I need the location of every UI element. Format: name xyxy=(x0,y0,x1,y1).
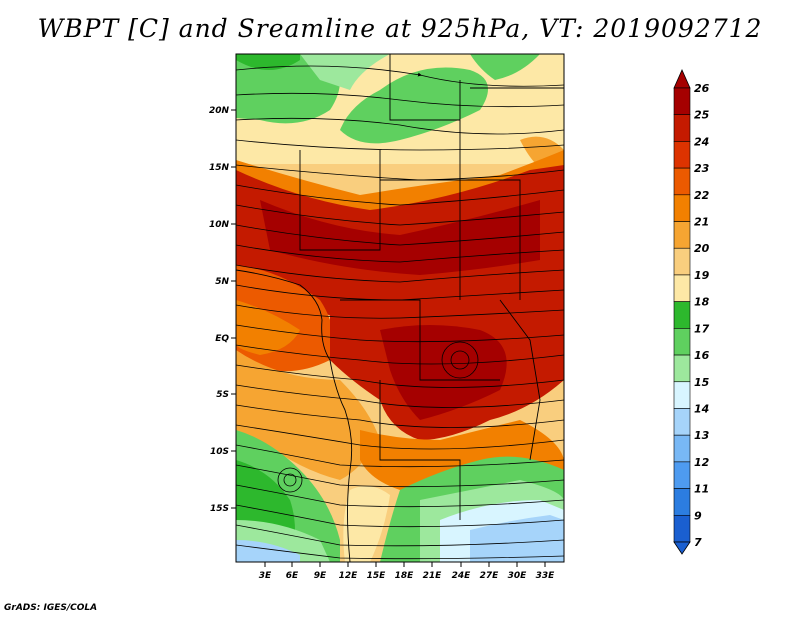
colorbar-label: 26 xyxy=(694,82,710,95)
colorbar-segment xyxy=(673,167,691,196)
lon-label: 21E xyxy=(423,571,443,581)
footer-credit: GrADS: IGES/COLA xyxy=(4,603,98,613)
lon-label: 12E xyxy=(339,571,359,581)
colorbar-label: 23 xyxy=(694,162,710,175)
colorbar-label: 11 xyxy=(694,483,709,496)
wbpt-field xyxy=(236,54,564,562)
country-borders xyxy=(236,54,564,562)
colorbar-segment xyxy=(673,141,691,169)
colorbar-label: 21 xyxy=(694,216,709,229)
colorbar-segment xyxy=(673,354,691,383)
colorbar-label: 14 xyxy=(694,402,709,415)
colorbar-segment xyxy=(673,434,691,463)
colorbar-bottom-arrow xyxy=(673,541,691,555)
colorbar-label: 12 xyxy=(694,456,710,469)
colorbar-segment xyxy=(673,488,691,516)
lat-label: 15S xyxy=(210,504,229,514)
colorbar-label: 22 xyxy=(694,189,710,202)
colorbar-segment xyxy=(673,408,691,436)
lat-label: 5S xyxy=(216,390,229,400)
lat-label: 10N xyxy=(209,220,230,230)
colorbar-segment xyxy=(673,301,691,329)
colorbar-segment xyxy=(673,514,691,543)
colorbar-segment xyxy=(673,194,691,222)
lat-label: 10S xyxy=(210,447,229,457)
colorbar: 26 25 24 23 22 21 20 19 18 17 16 15 14 13 12 11 9 7 xyxy=(673,69,710,555)
lon-label: 6E xyxy=(286,571,299,581)
colorbar-label: 18 xyxy=(694,296,710,309)
colorbar-segment xyxy=(673,274,691,302)
lat-label: 15N xyxy=(209,163,230,173)
colorbar-label: 9 xyxy=(694,509,702,522)
colorbar-label: 20 xyxy=(694,242,710,255)
colorbar-segment xyxy=(673,87,691,116)
map-frame xyxy=(235,53,565,563)
longitude-axis: 3E 6E 9E 12E 15E 18E 21E 24E 27E 30E 33E xyxy=(259,562,555,581)
map-title: WBPT [C] and Sreamline at 925hPa, VT: 20… xyxy=(37,14,763,43)
colorbar-segment xyxy=(673,328,691,356)
colorbar-label: 17 xyxy=(694,322,710,335)
lon-label: 27E xyxy=(480,571,500,581)
colorbar-label: 19 xyxy=(694,269,710,282)
lat-label: 5N xyxy=(215,277,229,287)
latitude-axis: 20N 15N 10N 5N EQ 5S 10S 15S xyxy=(209,106,236,514)
colorbar-label: 25 xyxy=(694,109,710,122)
colorbar-label: 7 xyxy=(694,536,702,549)
lon-label: 9E xyxy=(314,571,327,581)
colorbar-segment xyxy=(673,114,691,142)
colorbar-segment xyxy=(673,461,691,489)
colorbar-label: 15 xyxy=(694,376,710,389)
colorbar-label: 13 xyxy=(694,429,710,442)
colorbar-label: 16 xyxy=(694,349,710,362)
lat-label: EQ xyxy=(215,334,229,344)
lon-label: 24E xyxy=(452,571,472,581)
colorbar-top-arrow xyxy=(673,69,691,89)
lon-label: 3E xyxy=(259,571,272,581)
lon-label: 30E xyxy=(508,571,528,581)
lon-label: 18E xyxy=(395,571,415,581)
lon-label: 33E xyxy=(536,571,556,581)
colorbar-segment xyxy=(673,221,691,249)
colorbar-segment xyxy=(673,381,691,409)
lon-label: 15E xyxy=(367,571,387,581)
colorbar-label: 24 xyxy=(694,135,709,148)
lat-label: 20N xyxy=(209,106,230,116)
colorbar-segment xyxy=(673,247,691,276)
